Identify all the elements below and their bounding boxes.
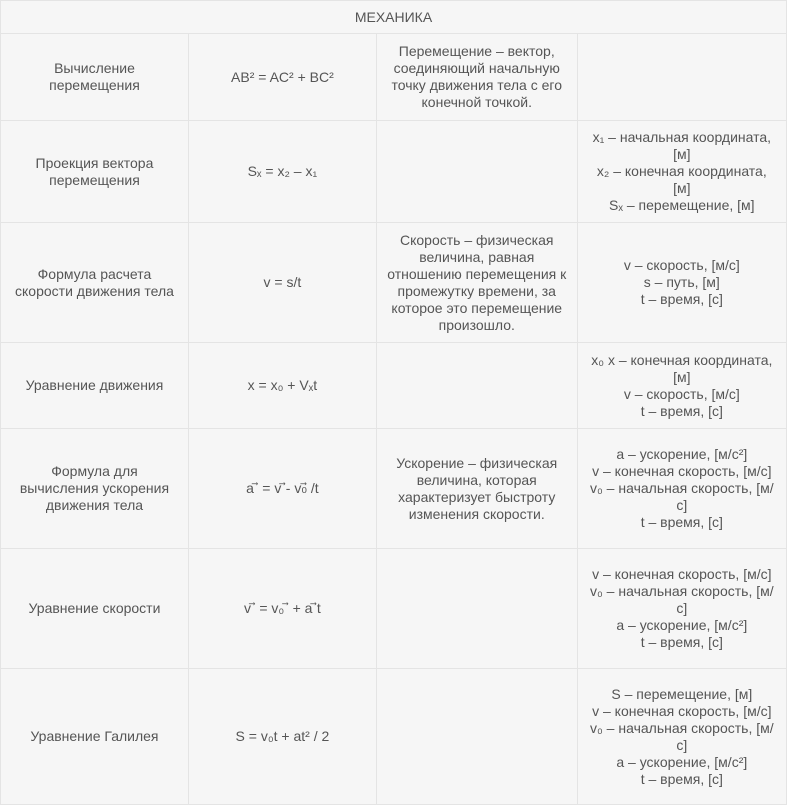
variable-line: v – скорость, [м/с] bbox=[623, 385, 740, 402]
formula-name: Уравнение движения bbox=[0, 342, 189, 429]
table-header-row: МЕХАНИКА bbox=[0, 0, 787, 34]
table-row: Уравнение скорости v ⃗ = v₀ ⃗ + a ⃗t v –… bbox=[0, 548, 788, 669]
table-row: Формула расчета скорости движения тела v… bbox=[0, 222, 788, 343]
variable-line: a – ускорение, [м/с²] bbox=[616, 753, 748, 770]
variable-line: Sₓ – перемещение, [м] bbox=[609, 197, 755, 213]
variable-line: t – время, [с] bbox=[640, 291, 723, 307]
formula-variables: v – скорость, [м/с] s – путь, [м] t – вр… bbox=[576, 222, 788, 343]
table-row: Уравнение Галилея S = v₀t + at² / 2 S – … bbox=[0, 668, 788, 805]
formula-definition: Перемещение – вектор, соединяющий началь… bbox=[375, 33, 578, 121]
formula-expression: S = v₀t + at² / 2 bbox=[187, 668, 377, 805]
formula-name: Формула для вычисления ускорения движени… bbox=[0, 428, 189, 549]
formula-variables: v – конечная скорость, [м/с] v₀ – началь… bbox=[576, 548, 788, 669]
formula-definition: Ускорение – физическая величина, которая… bbox=[375, 428, 578, 549]
formula-variables bbox=[576, 33, 788, 121]
table-row: Формула для вычисления ускорения движени… bbox=[0, 428, 788, 549]
table-row: Уравнение движения x = x₀ + Vₓt x₀ x – к… bbox=[0, 342, 788, 429]
variable-line: x₀ x – конечная координата, [м] bbox=[591, 351, 773, 385]
variable-line: a – ускорение, [м/с²] bbox=[616, 617, 748, 633]
variable-line: v₀ – начальная скорость, [м/с] bbox=[589, 719, 774, 753]
variable-line: x₁ – начальная координата, [м] bbox=[592, 129, 772, 162]
formula-name: Проекция вектора перемещения bbox=[0, 120, 189, 223]
variable-line: s – путь, [м] bbox=[643, 274, 720, 290]
table-title: МЕХАНИКА bbox=[0, 0, 787, 34]
formula-variables: S – перемещение, [м] v – конечная скорос… bbox=[576, 668, 788, 805]
formula-variables: a – ускорение, [м/с²] v – конечная скоро… bbox=[576, 428, 788, 549]
formula-variables: x₀ x – конечная координата, [м] v – скор… bbox=[576, 342, 788, 429]
formula-definition: Скорость – физическая величина, равная о… bbox=[375, 222, 578, 343]
formula-expression: v ⃗ = v₀ ⃗ + a ⃗t bbox=[187, 548, 377, 669]
formula-definition bbox=[375, 668, 578, 805]
variable-line: v – конечная скорость, [м/с] bbox=[592, 702, 772, 719]
variable-line: t – время, [с] bbox=[640, 634, 723, 650]
variable-line: v₀ – начальная скорость, [м/с] bbox=[589, 480, 774, 513]
formula-name: Вычисление перемещения bbox=[0, 33, 189, 121]
variable-line: t – время, [с] bbox=[640, 770, 723, 787]
formula-name: Уравнение Галилея bbox=[0, 668, 189, 805]
variable-line: v – конечная скорость, [м/с] bbox=[592, 463, 772, 479]
variable-line: v – конечная скорость, [м/с] bbox=[592, 566, 772, 582]
variable-line: v₀ – начальная скорость, [м/с] bbox=[589, 583, 774, 616]
formula-expression: Sₓ = x₂ – x₁ bbox=[187, 120, 377, 223]
formula-variables: x₁ – начальная координата, [м] x₂ – коне… bbox=[576, 120, 788, 223]
formula-definition bbox=[375, 120, 578, 223]
variable-line: t – время, [с] bbox=[640, 402, 723, 419]
formula-definition bbox=[375, 342, 578, 429]
formula-expression: v = s/t bbox=[187, 222, 377, 343]
formula-name: Уравнение скорости bbox=[0, 548, 189, 669]
formula-expression: a ⃗ = v ⃗- v₀⃗ /t bbox=[187, 428, 377, 549]
variable-line: a – ускорение, [м/с²] bbox=[616, 446, 748, 462]
variable-line: x₂ – конечная координата, [м] bbox=[596, 163, 767, 196]
variable-line: v – скорость, [м/с] bbox=[623, 257, 740, 273]
formula-expression: x = x₀ + Vₓt bbox=[187, 342, 377, 429]
formula-name: Формула расчета скорости движения тела bbox=[0, 222, 189, 343]
formula-expression: AB² = AC² + BC² bbox=[187, 33, 377, 121]
variable-line: S – перемещение, [м] bbox=[611, 685, 753, 702]
table-row: Проекция вектора перемещения Sₓ = x₂ – x… bbox=[0, 120, 788, 223]
table-row: Вычисление перемещения AB² = AC² + BC² П… bbox=[0, 33, 788, 121]
variable-line: t – время, [с] bbox=[640, 514, 723, 530]
formula-definition bbox=[375, 548, 578, 669]
